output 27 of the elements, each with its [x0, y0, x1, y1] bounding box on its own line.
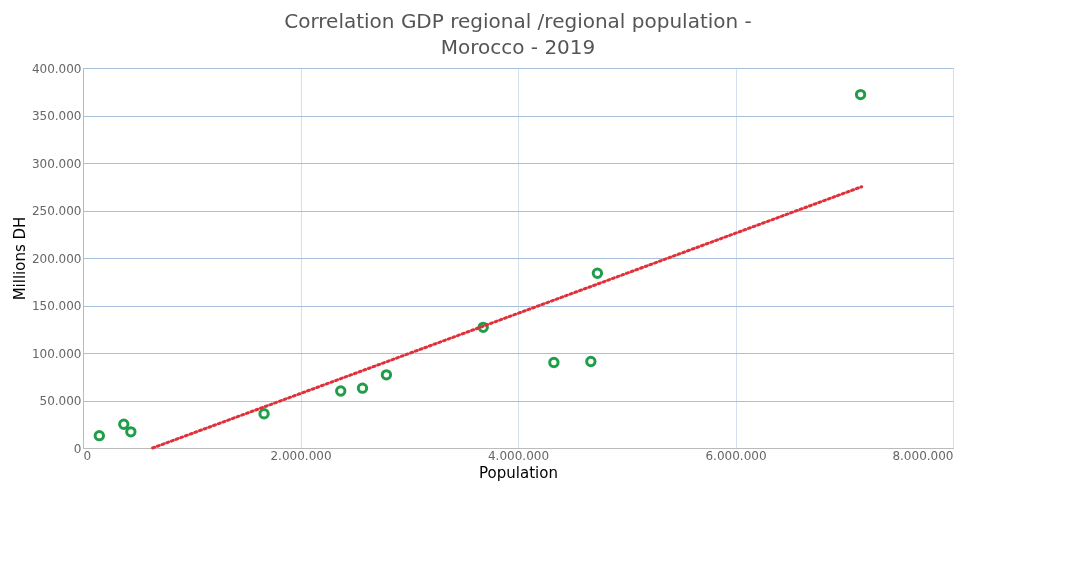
y-tick-label: 300.000 [31, 156, 82, 171]
y-tick-label: 400.000 [31, 61, 82, 76]
y-tick-label: 200.000 [31, 251, 82, 266]
point [93, 429, 105, 442]
point [258, 408, 270, 420]
point [380, 369, 393, 381]
point [335, 385, 347, 397]
point [854, 88, 867, 101]
point [118, 418, 130, 430]
x-tick-label: 6.000.000 [705, 448, 767, 463]
point [591, 267, 604, 279]
chart-title: Correlation GDP regional /regional population - Morocco - 2019 [284, 9, 752, 59]
y-tick-label: 250.000 [31, 204, 82, 218]
y-tick-label: 100.000 [31, 346, 82, 361]
point [356, 382, 369, 394]
x-tick-label: 4.000.000 [487, 448, 550, 463]
point [585, 355, 597, 368]
point [548, 356, 560, 369]
x-tick-label: 2.000.000 [270, 448, 332, 463]
point [125, 426, 137, 438]
y-tick-label: 150.000 [31, 299, 82, 313]
x-tick-label: 8.000.000 [892, 448, 954, 463]
y-tick-label: 350.000 [31, 109, 82, 123]
x-tick-label: 0 [83, 448, 92, 463]
y-tick-label: 50.000 [39, 394, 82, 408]
x-axis-title: Population [479, 463, 558, 482]
y-axis-title: Millions DH [10, 216, 29, 301]
